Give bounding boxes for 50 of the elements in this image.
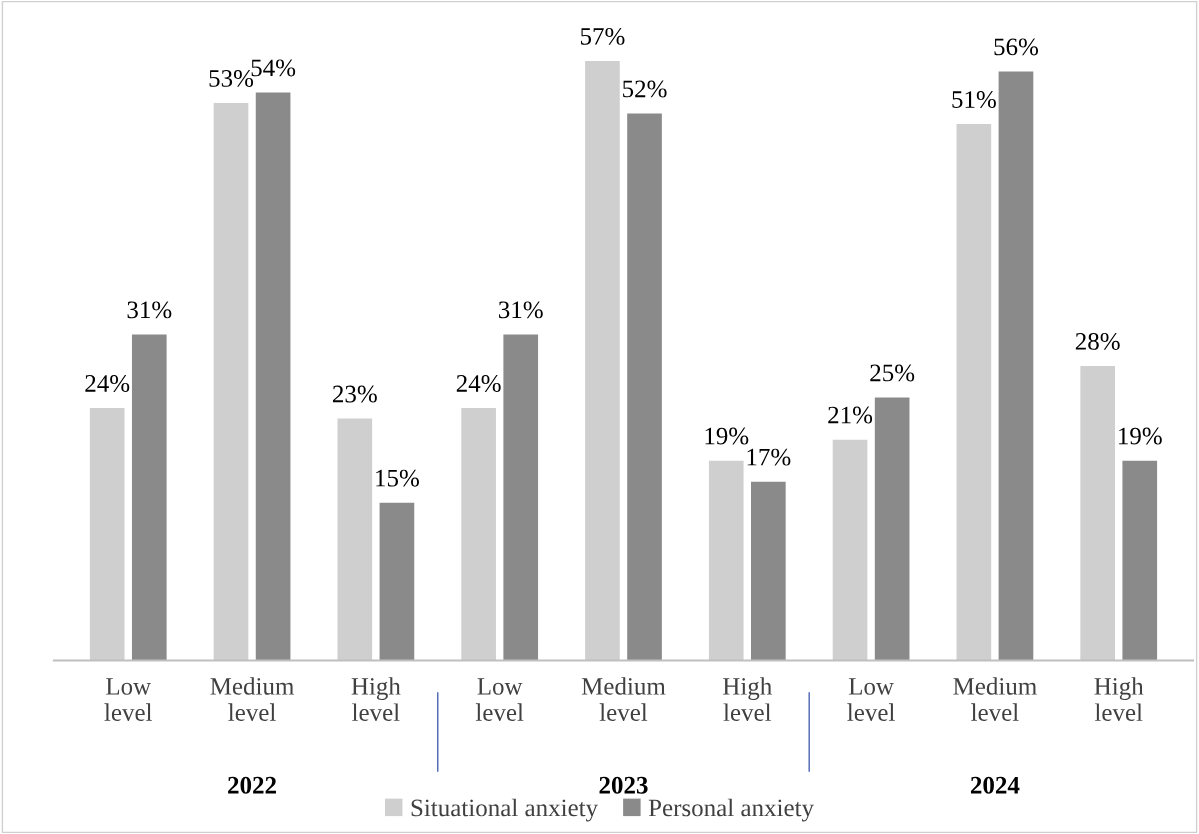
data-label: 19% [1119, 427, 1162, 445]
data-label: 28% [1075, 332, 1120, 350]
bar [255, 92, 291, 661]
data-label: 24% [456, 375, 501, 392]
data-label: 17% [747, 448, 791, 466]
bar [832, 439, 868, 661]
bar [874, 397, 910, 661]
bar [956, 124, 992, 661]
data-label: 57% [580, 27, 625, 45]
bar [708, 460, 744, 661]
bar [1080, 366, 1115, 661]
data-label: 31% [127, 301, 172, 319]
x-tick-label: Medium level [581, 677, 666, 721]
data-label: 52% [623, 80, 667, 98]
data-label: 21% [828, 406, 873, 424]
data-label: 19% [705, 427, 749, 445]
x-tick-label: High level [723, 677, 772, 721]
x-tick-label: Low level [475, 678, 524, 721]
data-label: 15% [376, 469, 419, 487]
text: 2023 [599, 776, 648, 794]
x-tick-label: Low level [847, 678, 895, 721]
bar [1122, 460, 1158, 661]
data-label: 54% [251, 59, 296, 77]
bar [503, 334, 539, 661]
bar [998, 71, 1034, 661]
bar [131, 334, 167, 661]
data-label: 51% [952, 91, 996, 108]
bar [461, 408, 496, 661]
data-label: 31% [499, 301, 543, 319]
x-tick-label: Low level [104, 678, 153, 721]
data-label: 56% [994, 38, 1039, 56]
data-label: 23% [333, 385, 377, 403]
data-label: 53% [209, 69, 254, 87]
text: 2024 [970, 776, 1020, 794]
x-tick-label: Medium level [210, 677, 295, 721]
bar [89, 408, 125, 661]
data-label: 24% [85, 375, 130, 392]
bar [751, 481, 786, 661]
bar [379, 502, 415, 661]
bar [213, 103, 249, 661]
x-tick-label: Medium level [953, 677, 1037, 721]
data-label: 25% [870, 364, 915, 382]
x-tick-label: High level [351, 677, 401, 721]
x-tick-label: High level [1094, 677, 1144, 721]
legend-label: Situational anxiety [411, 798, 599, 822]
bar [337, 418, 373, 661]
text: 2022 [228, 776, 276, 794]
bar [585, 60, 620, 661]
bar [627, 113, 662, 661]
legend-label: Personal anxiety [648, 798, 814, 822]
